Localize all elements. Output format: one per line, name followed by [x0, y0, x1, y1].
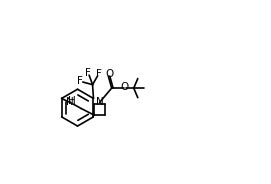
Text: F: F — [76, 76, 82, 86]
Text: H: H — [68, 96, 76, 106]
Text: F: F — [85, 68, 91, 78]
Text: N: N — [66, 98, 74, 107]
Text: O: O — [105, 69, 113, 79]
Text: O: O — [121, 82, 129, 92]
Text: N: N — [96, 97, 104, 107]
Text: F: F — [96, 69, 101, 79]
